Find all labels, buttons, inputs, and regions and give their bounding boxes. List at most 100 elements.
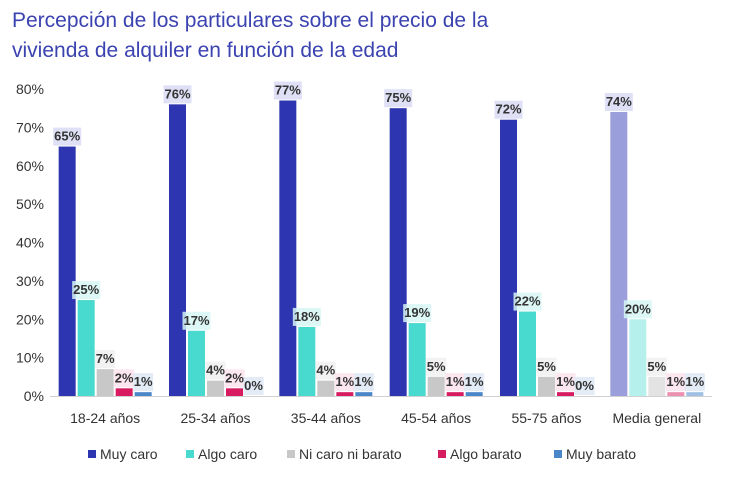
data-label: 20% [625, 301, 651, 316]
y-tick-label: 40% [16, 235, 44, 251]
data-label-background [163, 85, 192, 104]
bar [389, 108, 407, 396]
legend-swatch [186, 450, 194, 458]
legend-swatch [88, 450, 96, 458]
data-label-background [574, 377, 595, 395]
bar [169, 104, 186, 396]
x-category-label: 35-44 años [291, 410, 361, 426]
chart-title: Percepción de los particulares sobre el … [12, 6, 712, 66]
bar [96, 369, 114, 396]
bar [336, 392, 354, 396]
bar [446, 392, 464, 396]
data-label: 72% [495, 102, 521, 117]
data-label-background [555, 373, 576, 392]
legend-label: Ni caro ni barato [299, 446, 402, 462]
data-label: 1% [556, 374, 575, 389]
data-label-background [53, 127, 82, 146]
data-label-background [384, 89, 413, 108]
chart-title-line-2: vivienda de alquiler en función de la ed… [12, 39, 399, 62]
y-tick-label: 20% [16, 311, 44, 327]
data-label: 75% [385, 90, 411, 105]
data-label: 18% [294, 309, 320, 324]
data-label: 77% [275, 83, 301, 98]
bar [226, 388, 243, 396]
bar [500, 119, 517, 396]
y-tick-label: 70% [16, 119, 44, 135]
y-tick-label: 0% [24, 388, 44, 404]
data-label: 2% [115, 370, 134, 385]
chart-title-line-1: Percepción de los particulares sobre el … [12, 9, 489, 32]
data-label-background [403, 304, 432, 323]
bar [355, 392, 373, 396]
data-label-background [205, 361, 226, 380]
data-label-background [224, 369, 245, 388]
data-label-background [513, 292, 542, 311]
data-label-background [536, 357, 557, 376]
data-label-background [334, 373, 355, 392]
data-label: 5% [647, 359, 666, 374]
data-label-background [445, 373, 466, 392]
bar [648, 376, 666, 396]
data-label: 1% [335, 374, 354, 389]
bar [279, 100, 297, 396]
bar [207, 380, 224, 396]
data-label: 5% [427, 359, 446, 374]
y-tick-label: 30% [16, 273, 44, 289]
data-label-background [646, 357, 667, 376]
data-label: 4% [206, 363, 225, 378]
data-label-background [426, 357, 447, 376]
data-label-background [182, 311, 211, 330]
data-label-background [243, 377, 264, 395]
y-tick-label: 60% [16, 158, 44, 174]
legend-swatch [554, 450, 562, 458]
bar [58, 146, 76, 396]
data-label: 2% [225, 370, 244, 385]
bar [610, 112, 628, 397]
data-label-background [353, 373, 374, 392]
legend-label: Algo barato [450, 446, 522, 462]
data-label-background [72, 281, 101, 300]
data-label-background [665, 373, 686, 392]
data-label: 1% [465, 374, 484, 389]
data-label: 1% [134, 374, 153, 389]
bar [134, 392, 152, 396]
data-label-background [494, 100, 523, 119]
data-label: 1% [446, 374, 465, 389]
data-label: 74% [606, 94, 632, 109]
data-label: 17% [183, 313, 209, 328]
data-label-background [684, 373, 705, 392]
data-label: 22% [514, 294, 540, 309]
bar [519, 311, 536, 396]
data-label: 65% [54, 129, 80, 144]
legend-label: Muy caro [100, 446, 158, 462]
x-category-label: 55-75 años [511, 410, 581, 426]
legend-swatch [438, 450, 446, 458]
data-label: 25% [73, 282, 99, 297]
bar [629, 319, 647, 396]
y-tick-label: 50% [16, 196, 44, 212]
bar [667, 392, 685, 396]
data-label-background [292, 307, 321, 326]
x-category-label: Media general [612, 410, 701, 426]
y-tick-label: 10% [16, 350, 44, 366]
data-label: 1% [666, 374, 685, 389]
x-category-label: 45-54 años [401, 410, 471, 426]
legend-label: Algo caro [198, 446, 257, 462]
bar [115, 388, 133, 396]
data-label: 0% [244, 378, 263, 393]
data-label-background [604, 93, 633, 112]
y-tick-label: 80% [16, 81, 44, 97]
bar [77, 300, 95, 396]
data-label: 1% [354, 374, 373, 389]
data-label: 1% [685, 374, 704, 389]
x-category-label: 25-34 años [180, 410, 250, 426]
bar [465, 392, 483, 396]
bar [188, 330, 205, 396]
data-label-background [464, 373, 485, 392]
data-label: 7% [96, 351, 115, 366]
data-label: 0% [575, 378, 594, 393]
bar [557, 392, 574, 396]
x-category-label: 18-24 años [70, 410, 140, 426]
data-label-background [133, 373, 154, 392]
